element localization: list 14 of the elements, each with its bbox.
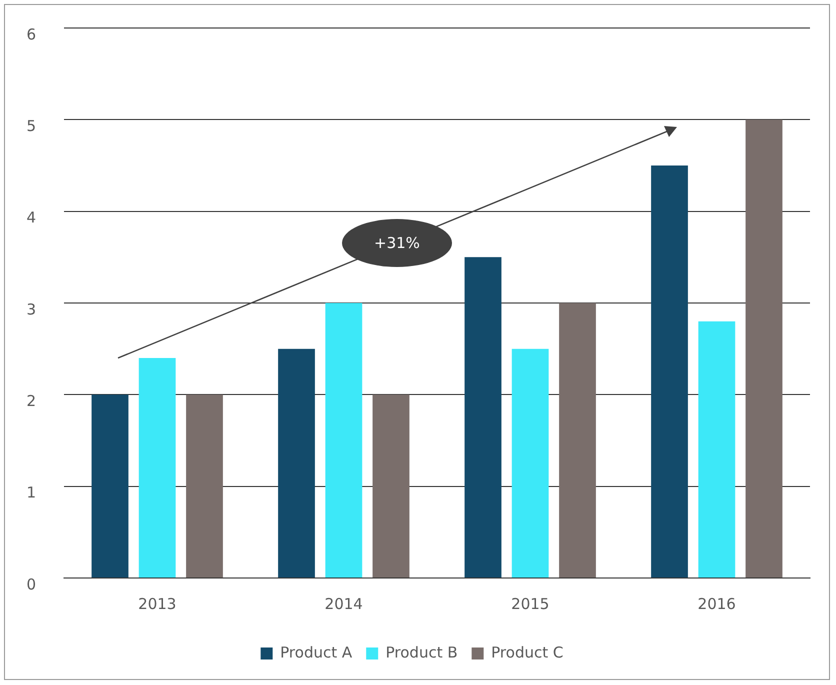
y-tick-label: 0 — [26, 575, 36, 594]
y-tick-label: 4 — [26, 208, 36, 227]
y-tick-label: 2 — [26, 392, 36, 410]
y-tick-label: 5 — [26, 117, 36, 136]
legend-label: Product C — [491, 643, 564, 662]
legend-label: Product B — [386, 643, 458, 662]
legend-label: Product A — [280, 643, 353, 662]
x-tick-label: 2014 — [324, 594, 363, 613]
x-tick-label: 2016 — [698, 594, 736, 613]
y-tick-label: 3 — [26, 300, 36, 318]
y-tick-label: 1 — [26, 484, 36, 502]
y-tick-label: 6 — [26, 25, 36, 44]
x-tick-label: 2013 — [138, 594, 176, 613]
x-tick-label: 2015 — [511, 594, 550, 613]
